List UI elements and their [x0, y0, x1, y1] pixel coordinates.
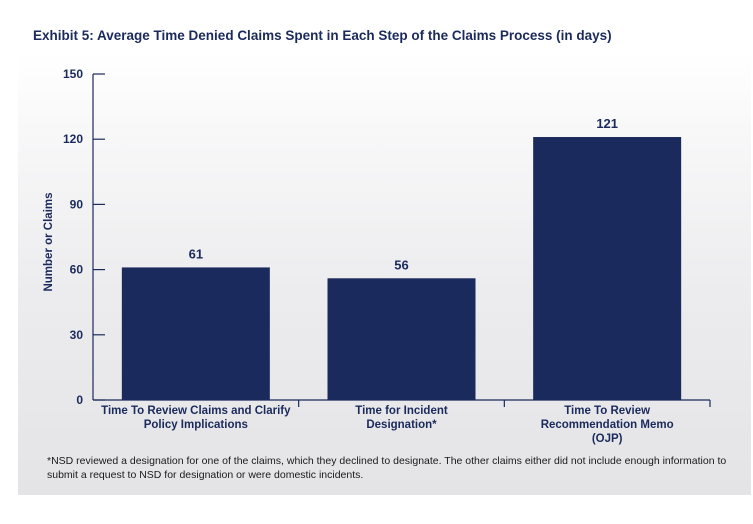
y-tick-label: 90: [70, 197, 84, 211]
y-tick-label: 120: [63, 132, 83, 146]
bars: [121, 137, 682, 400]
data-labels: 61 56 121: [189, 116, 618, 272]
x-category-label-line: Recommendation Memo: [540, 419, 674, 431]
x-category-label-line: Time To Review Claims and Clarify: [101, 405, 291, 417]
y-axis-ticks: 0 30 60 90 120 150: [63, 67, 105, 407]
footnote: *NSD reviewed a designation for one of t…: [47, 455, 727, 481]
x-category-label-line: Time To Review: [564, 405, 651, 417]
y-tick-label: 60: [70, 263, 84, 277]
bar-value-label: 121: [596, 116, 618, 131]
bar-value-label: 56: [394, 257, 408, 272]
bar: [121, 267, 270, 400]
bar: [533, 137, 682, 400]
y-axis-title: Number or Claims: [43, 192, 55, 291]
y-tick-label: 0: [76, 393, 83, 407]
x-category-label-line: (OJP): [591, 433, 623, 445]
x-category-label-line: Time for Incident: [355, 405, 448, 417]
bar-chart: 0 30 60 90 120 150 61 56 121 Number or Claims: [43, 67, 711, 407]
chart-panel: 0 30 60 90 120 150 61 56 121 Number or Claims T…: [18, 52, 751, 495]
bar-value-label: 61: [189, 246, 203, 261]
y-tick-label: 150: [63, 67, 83, 81]
x-category-label: Time To Review Recommendation Memo (OJP): [507, 404, 707, 446]
x-category-label-line: Designation*: [366, 419, 437, 431]
bar: [327, 278, 476, 400]
chart-title: Exhibit 5: Average Time Denied Claims Sp…: [33, 28, 612, 43]
x-category-label: Time To Review Claims and Clarify Policy …: [96, 404, 296, 432]
x-category-label-line: Policy Implications: [143, 419, 248, 431]
x-category-label: Time for Incident Designation*: [302, 404, 502, 432]
y-tick-label: 30: [70, 328, 84, 342]
